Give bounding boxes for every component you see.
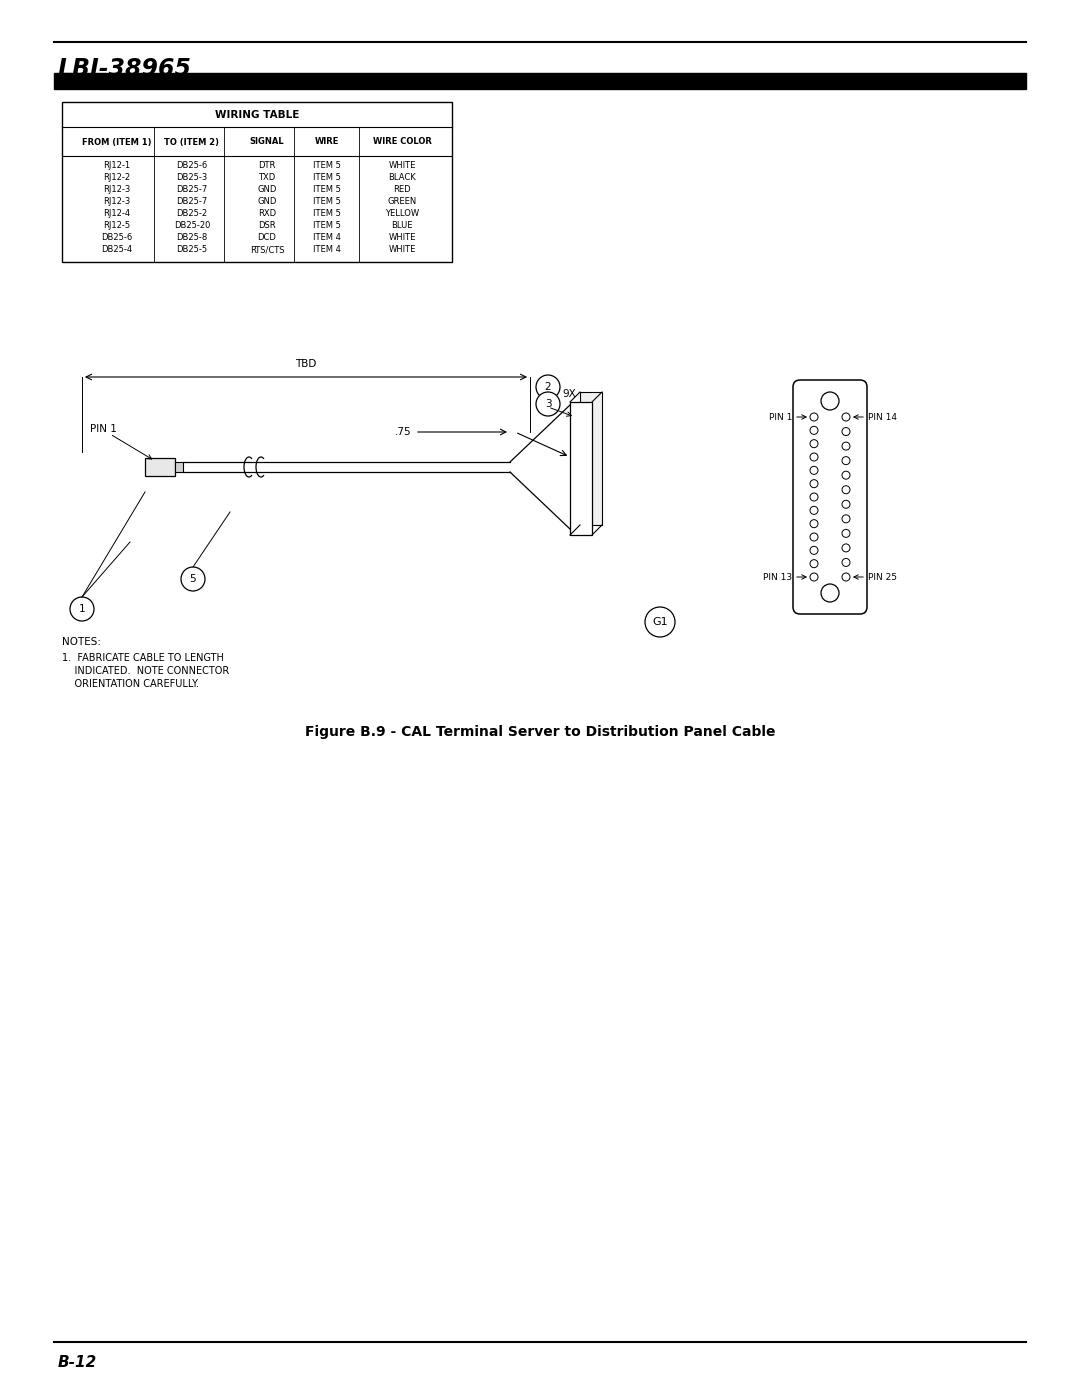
FancyBboxPatch shape <box>793 380 867 615</box>
Text: GREEN: GREEN <box>388 197 417 207</box>
Text: DB25-4: DB25-4 <box>102 246 133 254</box>
Text: PIN 1: PIN 1 <box>769 412 792 422</box>
Text: DB25-7: DB25-7 <box>176 197 207 207</box>
Text: TO (ITEM 2): TO (ITEM 2) <box>164 137 219 147</box>
Text: DSR: DSR <box>258 222 275 231</box>
Text: GND: GND <box>257 197 276 207</box>
Text: 9X: 9X <box>562 388 576 400</box>
Text: ORIENTATION CAREFULLY.: ORIENTATION CAREFULLY. <box>62 679 199 689</box>
Text: WIRING TABLE: WIRING TABLE <box>215 110 299 120</box>
Text: RJ12-2: RJ12-2 <box>104 173 131 183</box>
Text: B-12: B-12 <box>58 1355 97 1370</box>
Circle shape <box>821 584 839 602</box>
Text: ITEM 5: ITEM 5 <box>313 197 341 207</box>
Text: RJ12-3: RJ12-3 <box>104 197 131 207</box>
Text: PIN 25: PIN 25 <box>868 573 897 581</box>
Bar <box>54 73 1026 89</box>
Text: ITEM 4: ITEM 4 <box>313 246 341 254</box>
Text: ITEM 5: ITEM 5 <box>313 162 341 170</box>
Text: G1: G1 <box>652 617 667 627</box>
Text: DCD: DCD <box>257 233 276 243</box>
Text: RJ12-3: RJ12-3 <box>104 186 131 194</box>
Text: WIRE COLOR: WIRE COLOR <box>373 137 431 147</box>
Text: FROM (ITEM 1): FROM (ITEM 1) <box>82 137 152 147</box>
Text: RJ12-5: RJ12-5 <box>104 222 131 231</box>
Text: 2: 2 <box>544 381 551 393</box>
Text: DB25-20: DB25-20 <box>174 222 211 231</box>
Bar <box>570 402 592 535</box>
Text: ITEM 5: ITEM 5 <box>313 173 341 183</box>
Text: 1.  FABRICATE CABLE TO LENGTH: 1. FABRICATE CABLE TO LENGTH <box>62 652 224 664</box>
Text: WHITE: WHITE <box>389 233 416 243</box>
Text: BLACK: BLACK <box>388 173 416 183</box>
Text: TXD: TXD <box>258 173 275 183</box>
Text: SIGNAL: SIGNAL <box>249 137 284 147</box>
Text: DTR: DTR <box>258 162 275 170</box>
Circle shape <box>181 567 205 591</box>
Circle shape <box>821 393 839 409</box>
Bar <box>62 102 453 263</box>
Text: ITEM 5: ITEM 5 <box>313 210 341 218</box>
Text: YELLOW: YELLOW <box>384 210 419 218</box>
Circle shape <box>70 597 94 622</box>
Text: RXD: RXD <box>258 210 276 218</box>
Text: WHITE: WHITE <box>389 162 416 170</box>
Text: LBI-38965: LBI-38965 <box>58 57 192 81</box>
Text: DB25-7: DB25-7 <box>176 186 207 194</box>
Text: ITEM 4: ITEM 4 <box>313 233 341 243</box>
Text: DB25-6: DB25-6 <box>176 162 207 170</box>
Text: ITEM 5: ITEM 5 <box>313 222 341 231</box>
Text: WIRE: WIRE <box>314 137 339 147</box>
Text: BLUE: BLUE <box>391 222 413 231</box>
Bar <box>175 462 183 472</box>
Text: DB25-5: DB25-5 <box>176 246 207 254</box>
Text: WHITE: WHITE <box>389 246 416 254</box>
Text: NOTES:: NOTES: <box>62 637 102 647</box>
Text: Figure B.9 - CAL Terminal Server to Distribution Panel Cable: Figure B.9 - CAL Terminal Server to Dist… <box>305 725 775 739</box>
Text: RJ12-4: RJ12-4 <box>104 210 131 218</box>
Text: DB25-8: DB25-8 <box>176 233 207 243</box>
Bar <box>580 393 602 525</box>
Text: PIN 1: PIN 1 <box>90 425 117 434</box>
Circle shape <box>645 608 675 637</box>
Text: INDICATED.  NOTE CONNECTOR: INDICATED. NOTE CONNECTOR <box>62 666 229 676</box>
Text: RTS/CTS: RTS/CTS <box>249 246 284 254</box>
Text: 1: 1 <box>79 604 85 615</box>
Text: RED: RED <box>393 186 410 194</box>
Text: DB25-6: DB25-6 <box>102 233 133 243</box>
Text: 3: 3 <box>544 400 551 409</box>
Circle shape <box>536 393 561 416</box>
Text: PIN 14: PIN 14 <box>868 412 897 422</box>
Text: GND: GND <box>257 186 276 194</box>
Text: ITEM 5: ITEM 5 <box>313 186 341 194</box>
Text: DB25-3: DB25-3 <box>176 173 207 183</box>
Circle shape <box>536 374 561 400</box>
Text: 5: 5 <box>190 574 197 584</box>
Text: DB25-2: DB25-2 <box>176 210 207 218</box>
Text: RJ12-1: RJ12-1 <box>104 162 131 170</box>
Bar <box>145 458 175 476</box>
Text: PIN 13: PIN 13 <box>762 573 792 581</box>
Text: .75: .75 <box>394 427 411 437</box>
Text: TBD: TBD <box>295 359 316 369</box>
